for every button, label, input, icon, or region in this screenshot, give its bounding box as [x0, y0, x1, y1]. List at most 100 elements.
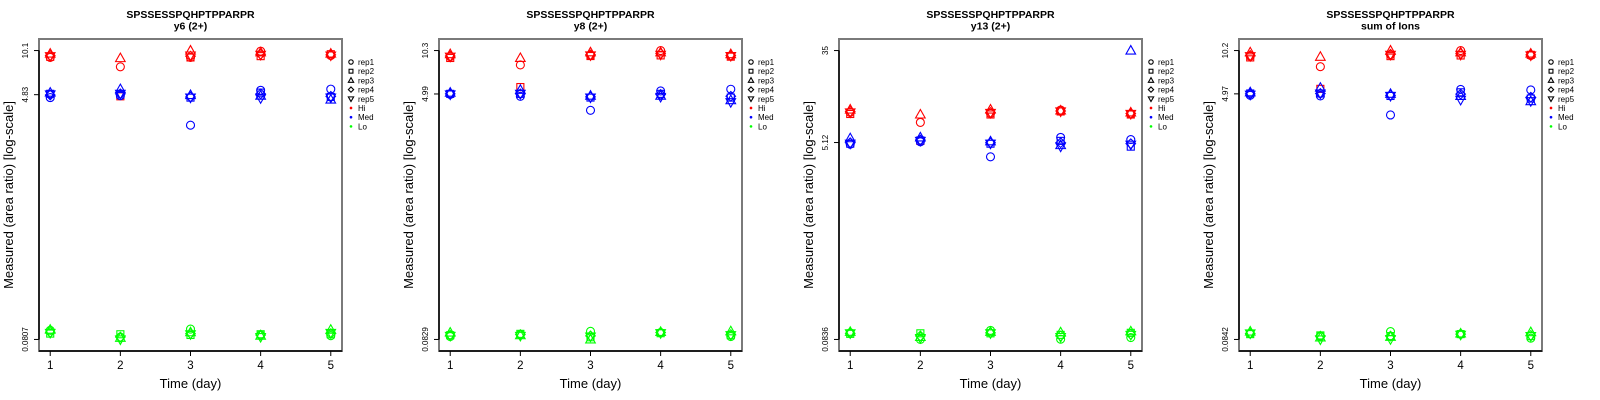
point-lo-rep5-day3: [584, 332, 597, 343]
point-lo-rep4-day4: [1055, 330, 1067, 342]
chart-title: SPSSESSPQHPTPPARPR: [926, 9, 1055, 21]
legend-item-lo: Lo: [349, 122, 367, 131]
point-lo-rep3-day5: [1125, 325, 1137, 336]
legend-item-rep1: rep1: [348, 58, 375, 67]
legend-label: rep2: [758, 67, 775, 76]
legend-symbol-dot-icon: [349, 106, 353, 110]
legend-label: rep1: [1158, 58, 1175, 67]
x-axis-label: Time (day): [560, 376, 622, 391]
point-med-rep5-day3: [584, 93, 597, 104]
y-tick-label: 35: [821, 46, 830, 55]
point-hi-rep5-day5: [1525, 51, 1537, 62]
point-lo-rep5-day3: [1384, 335, 1397, 346]
legend-label: rep4: [1558, 86, 1575, 95]
x-tick-label: 4: [257, 360, 264, 372]
point-med-rep3-day2: [1314, 81, 1327, 92]
point-lo-rep3-day1: [444, 326, 456, 337]
point-hi-rep4-day4: [655, 47, 667, 60]
point-med-rep1-day3: [1385, 110, 1396, 120]
legend-symbol-dot-icon: [1549, 115, 1553, 119]
x-tick-label: 5: [328, 360, 334, 372]
legend-label: rep5: [758, 95, 775, 104]
point-hi-rep1-day2: [915, 117, 925, 127]
point-hi-rep1-day2: [1315, 62, 1325, 72]
legend-label: Med: [358, 113, 374, 122]
data-points: [1244, 44, 1537, 346]
point-hi-rep3-day3: [184, 44, 197, 55]
y-axis-label: Measured (area ratio) [log-scale]: [1, 101, 16, 289]
point-hi-rep5-day4: [654, 50, 667, 61]
legend-symbol-dot-icon: [1149, 125, 1153, 128]
point-lo-rep1-day4: [1056, 334, 1066, 344]
point-med-rep1-day5: [726, 84, 736, 94]
point-med-rep1-day5: [1526, 85, 1536, 95]
x-axis-label: Time (day): [1360, 376, 1422, 391]
legend-symbol-dot-icon: [349, 125, 353, 128]
legend-label: Med: [1158, 113, 1174, 122]
x-tick-label: 4: [657, 360, 664, 372]
y-tick-label: 4.83: [21, 86, 30, 102]
legend-symbol-square-icon: [1548, 68, 1554, 74]
point-med-rep4-day5: [1125, 138, 1137, 150]
point-lo-rep5-day5: [725, 331, 737, 342]
point-lo-rep5-day2: [114, 335, 127, 346]
point-lo-rep1-day3: [185, 324, 196, 334]
point-hi-rep3-day2: [514, 51, 527, 63]
plot-frame: [838, 38, 1143, 352]
point-med-rep5-day3: [1384, 91, 1397, 103]
legend-item-med: Med: [349, 113, 374, 122]
legend-item-med: Med: [1549, 113, 1574, 122]
x-tick-label: 1: [447, 360, 453, 372]
point-med-rep5-day3: [984, 139, 997, 150]
legend-symbol-triangle-up-icon: [1147, 76, 1155, 83]
legend-symbol-triangle-down-icon: [347, 96, 355, 103]
plot-frame: [1238, 38, 1543, 352]
legend-item-rep5: rep5: [347, 95, 375, 104]
point-med-rep4-day4: [655, 88, 667, 101]
point-hi-rep5-day1: [44, 52, 56, 63]
legend-symbol-dot-icon: [749, 125, 753, 128]
point-med-rep4-day1: [844, 137, 856, 149]
point-med-rep5-day4: [654, 92, 667, 104]
legend-item-rep3: rep3: [1147, 76, 1175, 85]
point-hi-rep5-day3: [184, 51, 197, 62]
point-lo-rep5-day2: [514, 331, 527, 342]
point-lo-rep3-day5: [725, 325, 737, 336]
point-lo-rep3-day5: [1525, 326, 1537, 337]
y-tick-label: 10.1: [21, 42, 30, 58]
point-hi-rep5-day5: [725, 51, 737, 63]
legend-symbol-dot-icon: [1149, 115, 1153, 119]
legend-label: rep1: [358, 58, 375, 67]
point-med-rep5-day4: [1454, 95, 1467, 106]
point-med-rep5-day1: [44, 90, 56, 101]
point-med-rep3-day1: [44, 86, 56, 97]
point-lo-rep5-day4: [654, 329, 667, 340]
legend-label: rep3: [758, 76, 775, 85]
x-axis-label: Time (day): [960, 376, 1022, 391]
point-med-rep3-day5: [1525, 95, 1537, 106]
legend-label: rep1: [758, 58, 775, 67]
point-med-rep3-day5: [1125, 44, 1137, 55]
legend-symbol-dot-icon: [349, 115, 353, 119]
legend-label: rep5: [358, 95, 375, 104]
legend-item-hi: Hi: [1549, 104, 1566, 113]
legend-item-rep4: rep4: [747, 86, 775, 95]
point-lo-rep5-day3: [184, 330, 197, 341]
legend-item-rep2: rep2: [748, 67, 775, 76]
point-med-rep5-day2: [1314, 89, 1327, 100]
legend-symbol-diamond-icon: [347, 86, 355, 94]
legend-label: Med: [1558, 113, 1574, 122]
legend-label: rep4: [1158, 86, 1175, 95]
point-med-rep4-day4: [255, 88, 267, 100]
point-hi-rep3-day2: [114, 52, 127, 63]
plot-frame: [438, 38, 743, 352]
point-lo-rep5-day1: [1244, 329, 1256, 340]
legend-symbol-triangle-down-icon: [1147, 96, 1155, 103]
legend-symbol-triangle-down-icon: [747, 96, 755, 103]
point-med-rep3-day2: [114, 83, 127, 94]
y-tick-label: 10.3: [421, 42, 430, 58]
legend-label: Med: [758, 113, 774, 122]
data-points: [444, 46, 737, 344]
